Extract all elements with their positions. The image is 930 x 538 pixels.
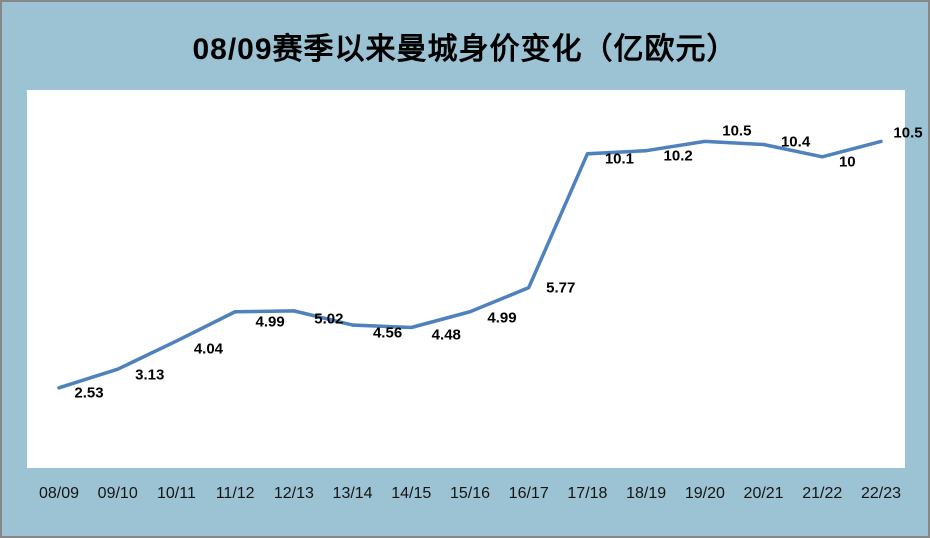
x-axis-label: 17/18: [567, 485, 608, 502]
data-label: 10.5: [722, 122, 752, 140]
x-axis-label: 19/20: [684, 485, 725, 502]
data-label: 4.48: [431, 326, 461, 344]
data-label: 2.53: [74, 384, 104, 402]
x-axis-label: 20/21: [743, 485, 784, 502]
chart-title: 08/09赛季以来曼城身价变化（亿欧元）: [192, 33, 738, 66]
x-axis-label: 22/23: [860, 485, 902, 502]
x-axis-label: 15/16: [449, 485, 491, 502]
data-label: 10.1: [604, 150, 635, 168]
x-axis-label: 21/22: [802, 485, 843, 502]
data-label: 10.5: [893, 124, 923, 142]
data-label: 4.99: [487, 309, 517, 327]
x-axis-label: 14/15: [391, 485, 432, 502]
x-axis-label: 11/12: [215, 485, 255, 502]
x-axis-label: 10/11: [156, 485, 196, 502]
data-label: 4.56: [372, 324, 403, 342]
x-axis-label: 12/13: [273, 485, 314, 502]
x-axis-label: 13/14: [332, 485, 373, 502]
line-series: [57, 139, 883, 390]
data-label: 10.4: [780, 133, 811, 151]
data-label: 4.04: [193, 340, 224, 358]
data-label: 10: [838, 153, 856, 171]
data-label: 3.13: [135, 366, 165, 384]
data-label: 10.2: [663, 147, 693, 165]
x-axis: 08/09 09/10 10/11 11/12 12/13 13/14 14/15 15/16…: [27, 485, 905, 509]
x-axis-label: 09/10: [97, 485, 138, 502]
x-axis-label: 18/19: [626, 485, 667, 502]
plot-area: 2.53 3.13 4.04 4.99 5.02 4.56 4.48 4.99 5.77 10.1…: [27, 90, 923, 468]
data-label: 5.77: [546, 279, 576, 297]
x-axis-label: 16/17: [508, 485, 549, 502]
x-axis-label: 08/09: [38, 485, 80, 502]
data-label: 4.99: [255, 313, 285, 331]
data-label: 5.02: [314, 310, 344, 328]
